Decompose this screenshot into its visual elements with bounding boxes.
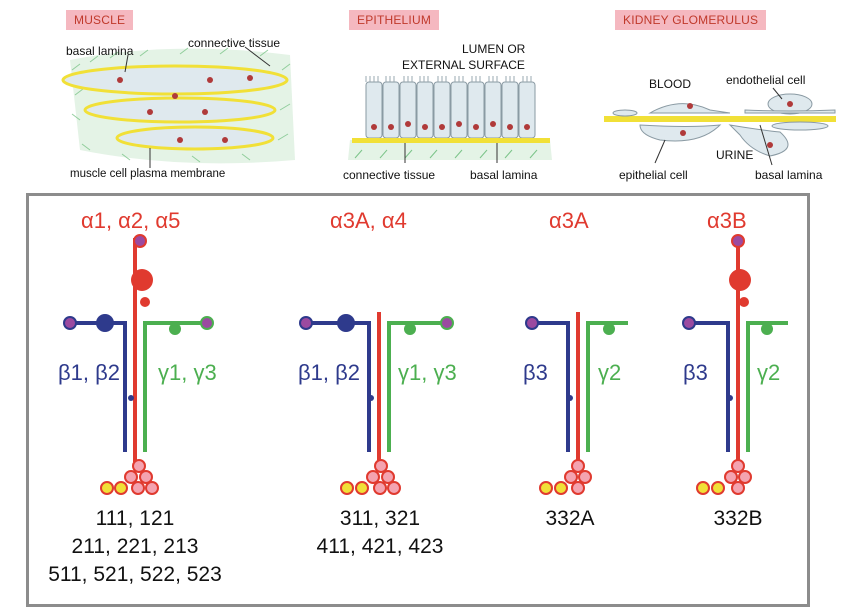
isoform-line: 311, 321 bbox=[339, 507, 421, 530]
epithelium-illustration bbox=[348, 76, 552, 163]
laminin-structure-1 bbox=[63, 234, 214, 495]
epithelium-title: EPITHELIUM bbox=[349, 10, 440, 30]
laminin-4-gamma-label: γ2 bbox=[757, 360, 781, 385]
laminin-2-gamma-label: γ1, γ3 bbox=[398, 360, 457, 385]
laminin-1-alpha-label: α1, α2, α5 bbox=[81, 208, 181, 233]
laminin-4-alpha-label: α3B bbox=[707, 208, 747, 233]
muscle-title: MUSCLE bbox=[66, 10, 134, 30]
laminin-1-beta-label: β1, β2 bbox=[58, 360, 121, 385]
kidney-basal-lamina-label: basal lamina bbox=[755, 168, 823, 182]
isoform-line: 411, 421, 423 bbox=[316, 535, 444, 558]
muscle-plasma-membrane-label: muscle cell plasma membrane bbox=[70, 168, 226, 180]
epithelium-connective-tissue-label: connective tissue bbox=[343, 168, 436, 182]
laminin-3-gamma-label: γ2 bbox=[598, 360, 622, 385]
laminin-4-beta-label: β3 bbox=[683, 360, 708, 385]
endothelial-cell-label: endothelial cell bbox=[726, 73, 806, 87]
laminin-1-gamma-label: γ1, γ3 bbox=[158, 360, 217, 385]
kidney-title: KIDNEY GLOMERULUS bbox=[615, 10, 767, 30]
tissue-illustrations bbox=[61, 46, 836, 168]
laminin-1-isoforms: 111, 121 211, 221, 213 511, 521, 522, 52… bbox=[40, 505, 230, 589]
urine-label: URINE bbox=[716, 148, 754, 162]
isoform-line: 332A bbox=[545, 507, 595, 530]
laminin-2-isoforms: 311, 321 411, 421, 423 bbox=[300, 505, 460, 561]
laminin-structure-4 bbox=[682, 234, 788, 495]
lumen-label-line2: EXTERNAL SURFACE bbox=[402, 58, 525, 72]
laminin-panel bbox=[26, 193, 810, 607]
isoform-line: 332B bbox=[713, 507, 763, 530]
epithelium-basal-lamina-label: basal lamina bbox=[470, 168, 538, 182]
isoform-line: 211, 221, 213 bbox=[71, 535, 199, 558]
isoform-line: 511, 521, 522, 523 bbox=[48, 563, 222, 586]
laminin-3-alpha-label: α3A bbox=[549, 208, 589, 233]
epithelial-cell-label: epithelial cell bbox=[619, 168, 688, 182]
muscle-illustration bbox=[61, 46, 295, 168]
laminin-structure-2 bbox=[299, 312, 454, 495]
laminin-structure-3 bbox=[525, 312, 628, 495]
isoform-line: 111, 121 bbox=[95, 507, 175, 530]
blood-label: BLOOD bbox=[649, 77, 692, 91]
kidney-illustration bbox=[604, 87, 836, 166]
laminin-2-alpha-label: α3A, α4 bbox=[330, 208, 407, 233]
laminin-4-isoforms: 332B bbox=[688, 505, 788, 533]
laminin-3-beta-label: β3 bbox=[523, 360, 548, 385]
muscle-basal-lamina-label: basal lamina bbox=[66, 44, 134, 58]
laminin-2-beta-label: β1, β2 bbox=[298, 360, 361, 385]
laminin-3-isoforms: 332A bbox=[520, 505, 620, 533]
muscle-connective-tissue-label: connective tissue bbox=[188, 36, 281, 50]
lumen-label-line1: LUMEN OR bbox=[462, 42, 526, 56]
